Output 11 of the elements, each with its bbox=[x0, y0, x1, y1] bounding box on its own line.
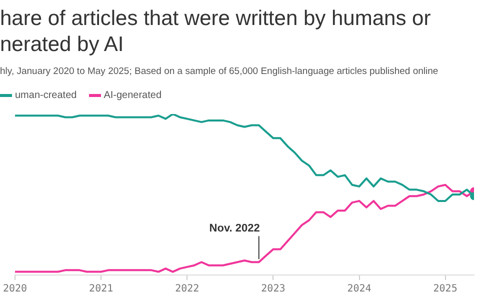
x-tick-label: 2022 bbox=[175, 284, 200, 295]
x-tick-label: 2021 bbox=[89, 284, 114, 295]
chart-title: hare of articles that were written by humans or nerated by AI bbox=[0, 6, 431, 58]
legend-label: uman-created bbox=[14, 90, 77, 101]
chart-subtitle: hly, January 2020 to May 2025; Based on a sample of 65,000 English-language articles published online bbox=[0, 66, 438, 77]
x-tick-label: 2025 bbox=[433, 284, 458, 295]
legend-label: AI-generated bbox=[102, 90, 162, 101]
annotation: Nov. 2022 bbox=[209, 222, 260, 235]
x-tick-label: 2023 bbox=[261, 284, 286, 295]
x-tick-label: 2020 bbox=[2, 284, 28, 295]
x-tick-label: 2024 bbox=[347, 284, 372, 295]
